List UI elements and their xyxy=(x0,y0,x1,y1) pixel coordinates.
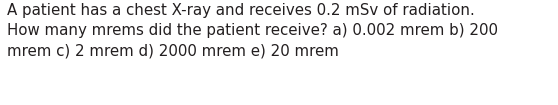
Text: A patient has a chest X-ray and receives 0.2 mSv of radiation.
How many mrems di: A patient has a chest X-ray and receives… xyxy=(7,3,498,58)
